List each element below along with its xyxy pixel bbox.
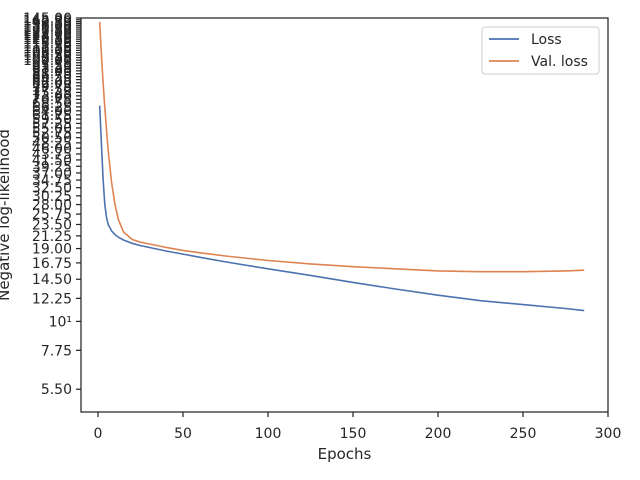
y-tick-label: 39.25 [32,159,72,175]
y-tick-label: 142.75 [23,13,72,29]
y-tick-label: 133.75 [23,20,72,36]
plot-frame [80,17,609,413]
y-tick-label: 48.25 [32,136,72,152]
x-tick-label: 150 [340,426,367,442]
x-tick-label: 250 [510,426,537,442]
y-tick-label: 97.75 [32,56,72,72]
y-tick-label: 28.00 [32,198,72,214]
y-axis-label: Negative log-likelihood [0,129,13,301]
x-tick-label: 200 [425,426,452,442]
y-tick-label: 57.25 [32,116,72,132]
y-tick-label: 77.50 [32,82,72,98]
x-tick-label: 100 [255,426,282,442]
y-tick-label: 102.25 [23,51,72,67]
x-axis-ticks: 0 50 100 150 200 250 300 [94,412,622,442]
legend-label-loss: Loss [531,32,562,48]
y-tick-label: 138.25 [23,16,72,32]
y-tick-label: 59.50 [32,112,72,128]
y-tick-label: 16.75 [32,256,72,272]
y-tick-label: 61.75 [32,108,72,124]
y-tick-label: 5.50 [41,382,72,398]
y-tick-label: 23.50 [32,217,72,233]
y-tick-label: 70.75 [32,92,72,108]
y-tick-label: 136.00 [23,18,72,34]
y-tick-label: 109.00 [23,43,72,59]
y-tick-label: 131.50 [23,22,72,38]
y-tick-label: 19.00 [32,242,72,258]
y-tick-label: 41.50 [32,153,72,169]
y-tick-label: 43.75 [32,147,72,163]
y-tick-label: 7.75 [41,343,72,359]
series-lines [98,21,585,312]
y-tick-label: 25.75 [32,207,72,223]
y-tick-label: 91.00 [32,64,72,80]
y-tick-label: 118.00 [23,34,72,50]
y-tick-label: 66.25 [32,100,72,116]
x-tick-label: 0 [94,426,103,442]
y-tick-label: 124.75 [23,28,72,44]
y-tick-label: 120.25 [23,32,72,48]
y-tick-label: 10¹ [49,314,72,330]
y-tick-label: 14.50 [32,272,72,288]
y-tick-label: 84.25 [32,73,72,89]
y-tick-label: 37.00 [32,166,72,182]
y-tick-label: 88.75 [32,67,72,83]
x-tick-label: 50 [174,426,192,442]
y-tick-label: 12.25 [32,291,72,307]
legend: Loss Val. loss [481,26,600,75]
y-tick-label: 95.50 [32,58,72,74]
y-tick-label: 122.50 [23,30,72,46]
y-tick-label: 106.75 [23,46,72,62]
y-tick-label: 93.25 [32,61,72,77]
y-tick-label: 129.25 [23,24,72,40]
y-tick-label: 68.50 [32,96,72,112]
series-line-val-loss [98,21,585,273]
y-tick-label: 52.75 [32,126,72,142]
y-tick-label: 32.50 [32,181,72,197]
y-tick-label: 21.25 [32,229,72,245]
y-tick-label: 75.25 [32,85,72,101]
y-tick-label: 46.00 [32,141,72,157]
y-tick-label: 30.25 [32,189,72,205]
y-tick-label: 50.50 [32,131,72,147]
y-axis-ticks: 5.50 7.75 10¹ 12.25 14.5016.7519.0021.2523.5… [23,11,81,398]
y-tick-label: 127.00 [23,26,72,42]
y-tick-label: 140.50 [23,15,72,31]
y-tick-label: 34.75 [32,173,72,189]
y-tick-label: 55.00 [32,121,72,137]
x-tick-label: 300 [595,426,622,442]
y-tick-label: 104.50 [23,48,72,64]
y-tick-label: 64.00 [32,104,72,120]
y-tick-label: 86.50 [32,70,72,86]
y-tick-label: 111.25 [23,41,72,57]
y-tick-label: 145.00 [23,11,72,27]
y-tick-label: 82.00 [32,76,72,92]
y-tick-label: 79.75 [32,79,72,95]
y-tick-label: 115.75 [23,37,72,53]
y-tick-label: 113.50 [23,39,72,55]
y-tick-label: 100.00 [23,53,72,69]
x-axis-label: Epochs [318,445,372,463]
y-tick-label: 73.00 [32,89,72,105]
series-line-loss [98,105,585,312]
legend-label-val-loss: Val. loss [531,54,588,70]
